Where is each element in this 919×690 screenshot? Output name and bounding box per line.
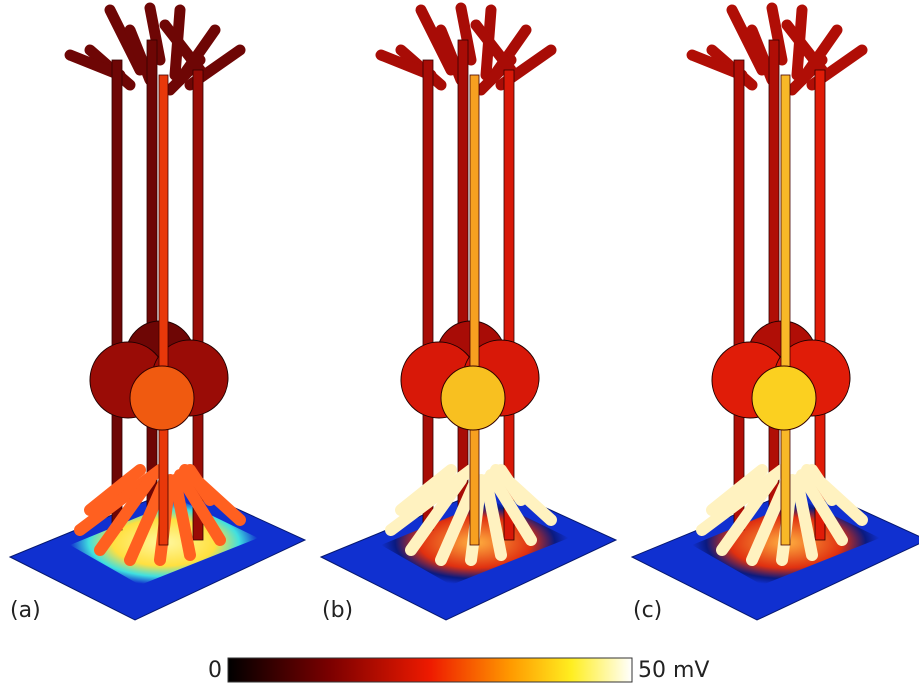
axon-shaft bbox=[469, 74, 480, 546]
root bbox=[184, 464, 216, 506]
dendrite bbox=[726, 4, 768, 76]
axon-shaft bbox=[422, 59, 434, 531]
root bbox=[395, 464, 457, 516]
neuron-panel bbox=[8, 2, 307, 621]
dendrite bbox=[144, 2, 166, 66]
neuron-panel bbox=[630, 2, 919, 621]
dendrite bbox=[455, 2, 477, 66]
dendrite bbox=[470, 19, 517, 76]
root bbox=[84, 464, 146, 516]
axon-shaft bbox=[503, 69, 515, 541]
colorbar-max-label: 50 mV bbox=[638, 658, 709, 683]
root bbox=[94, 474, 156, 556]
dendrite bbox=[781, 19, 828, 76]
axon-shaft bbox=[780, 74, 791, 546]
root bbox=[791, 474, 818, 561]
root bbox=[480, 474, 507, 561]
neuron-panel bbox=[319, 2, 618, 621]
axon-shaft bbox=[457, 39, 469, 511]
axon-shaft bbox=[814, 69, 826, 541]
panel-label: (b) bbox=[322, 598, 353, 623]
panel-label: (a) bbox=[10, 598, 41, 623]
dendrite bbox=[415, 4, 457, 76]
dendrite bbox=[766, 2, 788, 66]
root bbox=[495, 464, 527, 506]
axon-shaft bbox=[768, 39, 780, 511]
root bbox=[174, 469, 226, 546]
soma bbox=[440, 365, 506, 431]
axon-shaft bbox=[146, 39, 158, 511]
dendrite bbox=[159, 19, 206, 76]
root bbox=[485, 469, 537, 546]
colorbar bbox=[227, 657, 633, 683]
axon-shaft bbox=[733, 59, 745, 531]
root bbox=[716, 474, 778, 556]
axon-shaft bbox=[111, 59, 123, 531]
root bbox=[796, 469, 848, 546]
dendrite bbox=[104, 4, 146, 76]
root bbox=[405, 474, 467, 556]
root bbox=[806, 464, 838, 506]
axon-shaft bbox=[192, 69, 204, 541]
root bbox=[706, 464, 768, 516]
axon-shaft bbox=[158, 74, 169, 546]
root bbox=[169, 474, 196, 561]
panel-label: (c) bbox=[633, 598, 662, 623]
soma bbox=[751, 365, 817, 431]
panels bbox=[8, 2, 919, 621]
soma bbox=[129, 365, 195, 431]
colorbar-min-label: 0 bbox=[208, 658, 222, 683]
